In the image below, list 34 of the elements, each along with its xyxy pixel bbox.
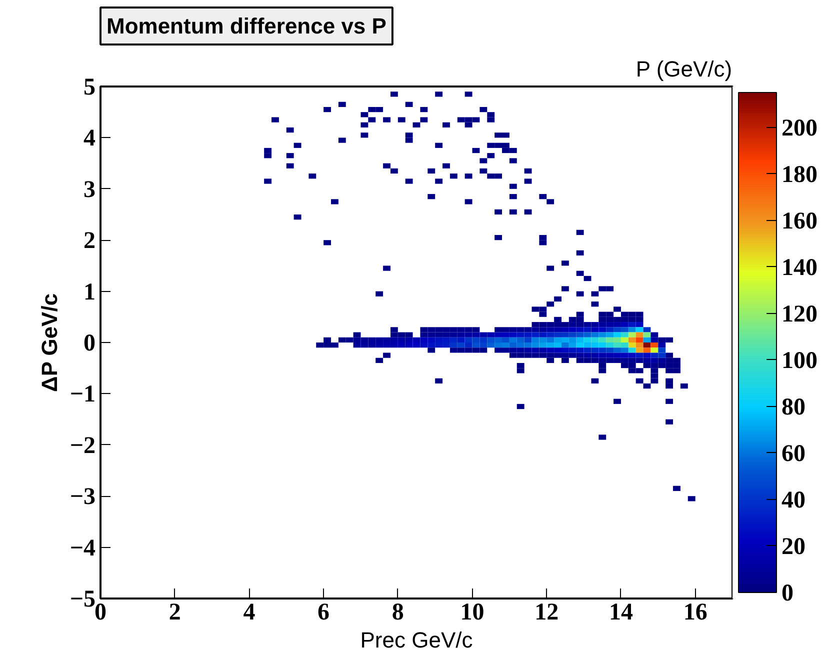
y-tick-label: −1 bbox=[70, 382, 96, 408]
color-bar-label: 200 bbox=[782, 115, 818, 142]
text: P (GeV/c) bbox=[636, 56, 732, 82]
x-tick-label: 2 bbox=[168, 600, 181, 626]
y-tick-label: 0 bbox=[84, 330, 96, 356]
color-bar-label: 0 bbox=[782, 580, 794, 606]
y-axis-title: ΔP GeV/c bbox=[36, 293, 62, 392]
y-tick-label: 3 bbox=[84, 176, 96, 203]
x-tick-label: 14 bbox=[608, 600, 633, 626]
color-bar-label: 40 bbox=[782, 487, 806, 514]
y-tick-label: −5 bbox=[70, 586, 96, 612]
color-bar-label: 180 bbox=[782, 162, 818, 188]
y-tick-label: 5 bbox=[84, 74, 96, 100]
x-tick-label: 8 bbox=[392, 600, 404, 626]
color-bar-label: 140 bbox=[782, 254, 818, 281]
x-tick-label: 4 bbox=[243, 600, 256, 626]
y-tick-label: −2 bbox=[70, 432, 96, 459]
x-tick-label: 10 bbox=[460, 600, 484, 626]
x-tick-label: 16 bbox=[683, 600, 708, 626]
y-tick-label: −3 bbox=[70, 484, 96, 510]
x-tick-label: 6 bbox=[318, 600, 330, 626]
color-bar-label: 80 bbox=[782, 394, 806, 420]
color-bar-label: 100 bbox=[782, 348, 818, 374]
color-bar-label: 120 bbox=[782, 301, 818, 328]
y-tick-label: 2 bbox=[84, 228, 96, 254]
y-tick-label: −4 bbox=[70, 535, 96, 562]
x-tick-label: 12 bbox=[534, 600, 559, 626]
chart-title: Momentum difference vs P bbox=[106, 14, 386, 38]
y-tick-label: 4 bbox=[84, 126, 96, 152]
color-bar-label: 160 bbox=[782, 208, 818, 234]
color-bar-label: 20 bbox=[782, 534, 806, 560]
x-axis-title: Prec GeV/c bbox=[360, 628, 473, 652]
y-tick-label: 1 bbox=[84, 279, 96, 306]
color-bar-label: 60 bbox=[782, 440, 806, 467]
